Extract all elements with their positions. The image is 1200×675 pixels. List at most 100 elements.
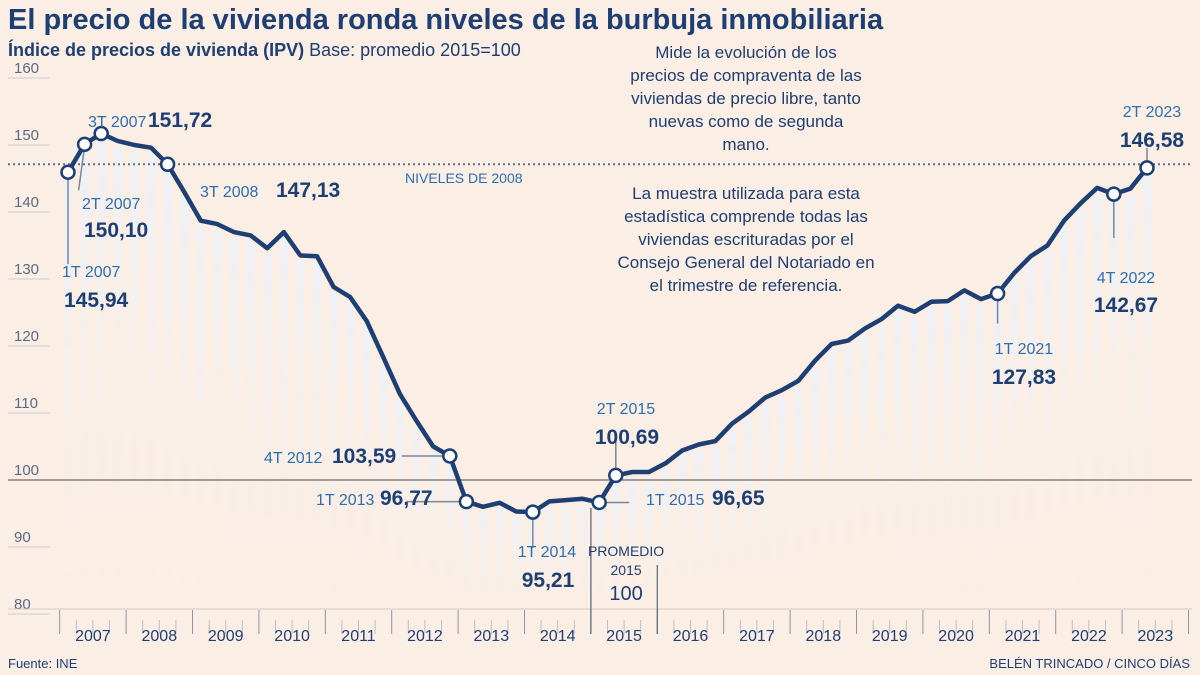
annotation-value: 142,67 (1094, 294, 1158, 317)
value-column (595, 508, 604, 625)
value-column (744, 417, 753, 625)
annotation-period: 1T 2021 (995, 341, 1054, 358)
value-column (661, 469, 670, 625)
reference-label-2008: NIVELES DE 2008 (405, 170, 523, 186)
annotation-period: 3T 2007 (88, 114, 147, 131)
value-column (678, 456, 687, 625)
value-column (977, 305, 985, 625)
value-column (993, 299, 1002, 625)
value-column (97, 139, 106, 625)
value-column (279, 238, 288, 625)
baseline-value: 100 (609, 583, 642, 605)
annotation-value: 151,72 (148, 109, 212, 132)
data-point-marker (442, 448, 458, 464)
annotation-period: 1T 2014 (518, 544, 577, 561)
value-column (562, 506, 570, 625)
y-tick-label: 150 (14, 127, 39, 144)
value-column (1060, 226, 1068, 625)
value-column (80, 150, 89, 625)
subtitle-bold: Índice de precios de vivienda (IPV) (8, 40, 305, 60)
value-column (827, 349, 836, 625)
value-column (445, 461, 454, 625)
value-column (528, 518, 537, 625)
value-column (1010, 278, 1019, 625)
value-column (346, 303, 355, 625)
value-column (1026, 262, 1035, 625)
x-tick-label: 2013 (474, 628, 510, 645)
data-point-marker (159, 156, 176, 172)
x-axis: 2007 2008 2009 2010 2011 2012 2013 2014 2015 2016… (8, 608, 1192, 645)
value-column (578, 504, 587, 625)
annotation-period: 1T 2015 (646, 492, 705, 509)
value-column (1076, 209, 1085, 626)
source-note: Fuente: INE (8, 656, 78, 671)
value-column (113, 146, 122, 626)
value-column (396, 400, 404, 625)
x-tick-label: 2008 (142, 628, 178, 645)
annotation-value: 96,77 (380, 487, 433, 510)
annotation-period: 3T 2008 (200, 184, 259, 201)
annotation-period: 1T 2007 (62, 264, 121, 281)
value-column (512, 517, 521, 625)
value-column (910, 317, 919, 625)
annotation-value: 95,21 (522, 569, 575, 592)
y-tick-label: 110 (14, 395, 38, 412)
value-column (130, 151, 139, 625)
annotation-value: 146,58 (1120, 129, 1185, 152)
data-point-marker (93, 125, 109, 142)
y-tick-label: 100 (14, 462, 39, 479)
value-column (545, 507, 554, 625)
value-column (777, 396, 786, 625)
data-point-marker (458, 493, 475, 510)
value-column (628, 477, 637, 625)
annotation-value: 145,94 (64, 289, 129, 312)
value-column (927, 307, 936, 625)
value-column (794, 386, 803, 625)
annotation-period: 4T 2022 (1097, 270, 1156, 287)
x-tick-label: 2020 (938, 628, 974, 645)
x-tick-label: 2007 (75, 628, 111, 645)
value-column (296, 261, 305, 625)
x-tick-label: 2017 (739, 628, 775, 645)
value-column (495, 508, 504, 625)
value-column (694, 450, 703, 625)
annotation-leader (77, 146, 86, 191)
value-column (1143, 173, 1151, 625)
x-tick-label: 2011 (341, 628, 376, 645)
annotations: 1T 2007 145,94 2T 2007 150,10 3T 2007 151,72 3… (60, 104, 1185, 634)
value-column (894, 311, 902, 625)
data-point-marker (525, 504, 541, 520)
value-column (645, 477, 653, 625)
value-column (462, 507, 471, 625)
value-column (611, 481, 620, 625)
x-tick-label: 2010 (274, 628, 310, 645)
value-columns (64, 139, 1151, 626)
annotation-value: 103,59 (332, 445, 396, 468)
annotation-period: 2T 2015 (597, 401, 656, 418)
data-point-marker (608, 467, 624, 484)
value-column (728, 429, 736, 625)
subtitle-rest: Base: promedio 2015=100 (304, 40, 521, 60)
value-column (180, 197, 189, 625)
value-column (379, 363, 388, 625)
x-tick-label: 2015 (606, 628, 642, 645)
baseline-label-year: 2015 (611, 562, 642, 578)
value-column (412, 427, 421, 625)
y-tick-label: 130 (14, 261, 39, 278)
y-tick-label: 120 (14, 328, 39, 345)
x-tick-label: 2014 (540, 628, 576, 645)
series-path (65, 131, 1150, 515)
value-column (844, 346, 853, 625)
value-column (1109, 200, 1118, 625)
y-tick-label: 140 (14, 194, 39, 211)
reference-lines: NIVELES DE 2008 (8, 163, 1192, 481)
x-tick-label: 2023 (1138, 628, 1174, 645)
chart-title: El precio de la vivienda ronda niveles d… (8, 4, 884, 36)
value-column (246, 241, 255, 625)
x-tick-label: 2021 (1005, 628, 1041, 645)
value-column (362, 327, 371, 625)
value-column (960, 296, 969, 625)
y-tick-label: 90 (14, 529, 31, 546)
x-tick-label: 2019 (872, 628, 908, 645)
